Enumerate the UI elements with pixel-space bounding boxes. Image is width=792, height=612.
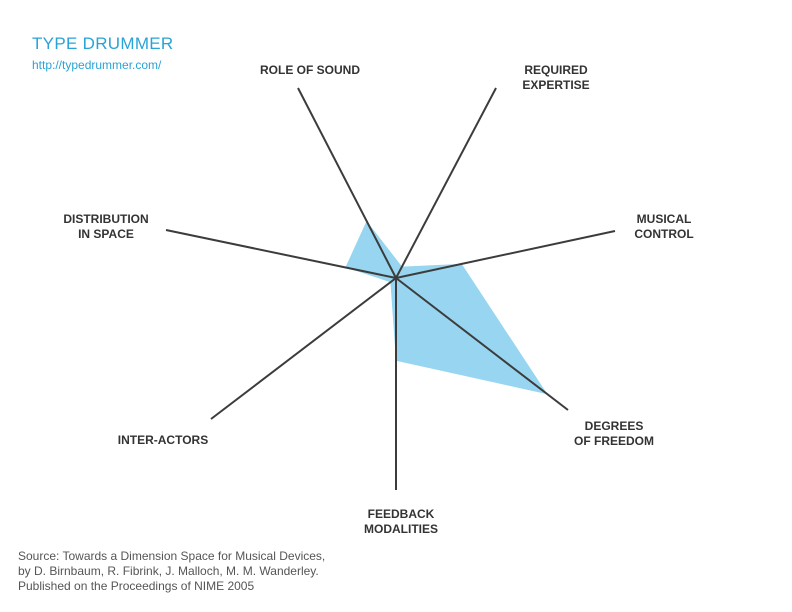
radar-axis-label-line: DISTRIBUTION	[63, 212, 148, 226]
chart-title: TYPE DRUMMER	[32, 34, 174, 53]
source-line: Published on the Proceedings of NIME 200…	[18, 579, 255, 593]
radar-label-layer: ROLE OF SOUND REQUIRED EXPERTISE MUSICAL CON…	[63, 63, 693, 536]
radar-axis-label-line: CONTROL	[634, 227, 693, 241]
radar-axis-label-line: ROLE OF SOUND	[260, 63, 360, 77]
radar-axis-label: DEGREES OF FREEDOM	[574, 419, 654, 448]
radar-axis-layer	[165, 87, 616, 490]
source-note: Source: Towards a Dimension Space for Mu…	[18, 549, 325, 594]
radar-axis-label-line: OF FREEDOM	[574, 434, 654, 448]
radar-axis-label-line: EXPERTISE	[522, 78, 589, 92]
radar-axis-line	[395, 230, 616, 279]
radar-axis-label: INTER-ACTORS	[118, 433, 208, 447]
radar-data-area	[345, 221, 548, 395]
radar-axis-line	[395, 277, 569, 411]
radar-axis-label: DISTRIBUTION IN SPACE	[63, 212, 148, 241]
source-line: Source: Towards a Dimension Space for Mu…	[18, 549, 326, 563]
radar-axis-line	[395, 87, 497, 279]
radar-axis-label-line: REQUIRED	[524, 63, 588, 77]
radar-axis-label: REQUIRED EXPERTISE	[522, 63, 589, 92]
radar-axis-label-line: MODALITIES	[364, 522, 438, 536]
radar-axis-label: FEEDBACK MODALITIES	[364, 507, 438, 536]
radar-axis-label: MUSICAL CONTROL	[634, 212, 693, 241]
radar-axis-line	[165, 229, 397, 279]
source-url-link[interactable]: http://typedrummer.com/	[32, 58, 162, 72]
radar-axis-label-line: INTER-ACTORS	[118, 433, 208, 447]
radar-axis-label-line: FEEDBACK	[368, 507, 435, 521]
radar-area-layer	[345, 221, 548, 395]
radar-axis-label-line: IN SPACE	[78, 227, 134, 241]
radar-axis-label: ROLE OF SOUND	[260, 63, 360, 77]
source-line: by D. Birnbaum, R. Fibrink, J. Malloch, …	[18, 564, 319, 578]
radar-axis-label-line: MUSICAL	[637, 212, 692, 226]
radar-axis-line	[210, 277, 397, 420]
radar-axis-line	[297, 87, 397, 279]
radar-axis-label-line: DEGREES	[585, 419, 644, 433]
